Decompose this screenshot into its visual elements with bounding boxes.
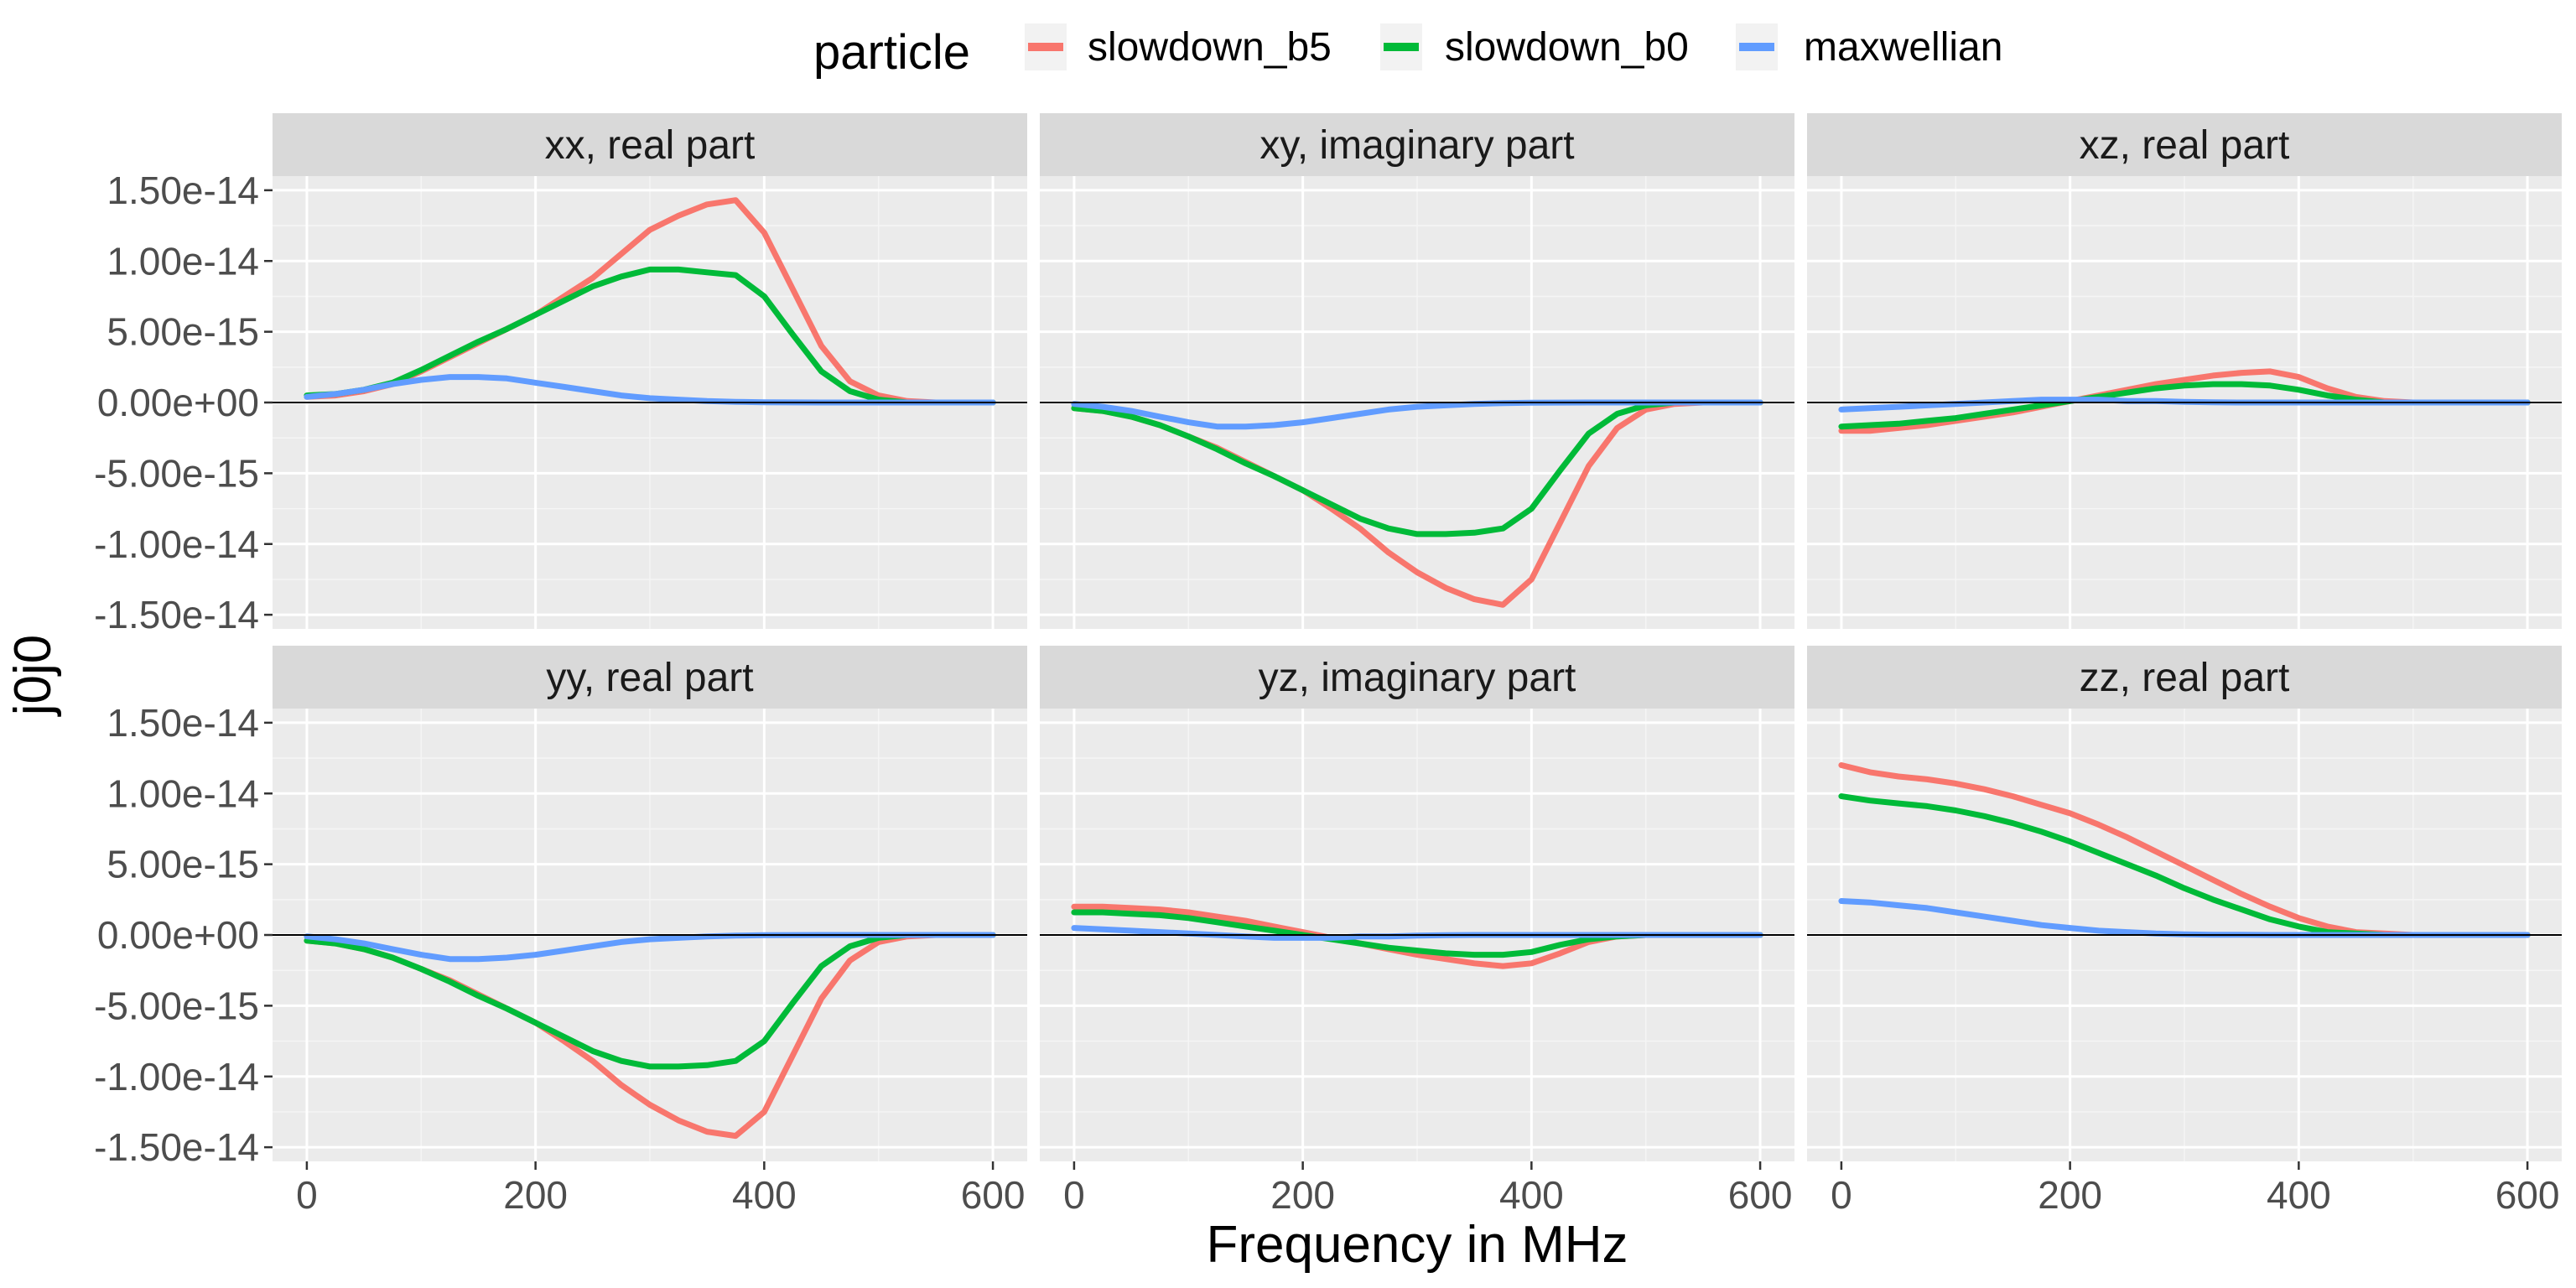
x-tick-label: 0 (1831, 1173, 1852, 1217)
facet-strip-label: xy, imaginary part (1259, 123, 1574, 168)
legend-entry-maxwellian: maxwellian (1736, 23, 2002, 70)
legend-label-slowdown-b5: slowdown_b5 (1088, 25, 1332, 70)
x-tick-label: 400 (1499, 1173, 1564, 1217)
x-tick-label: 0 (1063, 1173, 1085, 1217)
y-tick-label: -5.00e-15 (94, 451, 259, 495)
x-tick-label: 600 (961, 1173, 1026, 1217)
facet-strip (1807, 646, 2562, 709)
facet-strip (273, 113, 1027, 176)
y-tick-label: 0.00e+00 (97, 381, 259, 424)
y-tick-label: -1.50e-14 (94, 593, 259, 636)
y-tick-label: 0.00e+00 (97, 913, 259, 957)
facet-strip-label: yy, real part (546, 656, 753, 700)
x-tick-label: 600 (2496, 1173, 2560, 1217)
x-tick-label: 200 (1270, 1173, 1335, 1217)
x-tick-label: 200 (2038, 1173, 2102, 1217)
x-tick-label: 600 (1728, 1173, 1793, 1217)
facet-strip (273, 646, 1027, 709)
facet-strip (1040, 646, 1794, 709)
legend-entry-slowdown-b0: slowdown_b0 (1380, 23, 1689, 70)
x-tick-label: 200 (503, 1173, 568, 1217)
facet-strip-label: xz, real part (2080, 123, 2290, 168)
legend-title: particle (813, 25, 970, 80)
x-axis-title: Frequency in MHz (1206, 1216, 1628, 1274)
legend-label-slowdown-b0: slowdown_b0 (1445, 25, 1689, 70)
facet-panel: yz, imaginary part (1040, 646, 1794, 1161)
x-tick-label: 400 (732, 1173, 797, 1217)
legend: particle slowdown_b5 slowdown_b0 maxwell… (813, 23, 2002, 80)
x-axis-tick-labels: 0 200 400 600 0 200 400 600 0 200 400 600 (296, 1161, 2559, 1217)
facet-panel: yy, real part (273, 646, 1027, 1161)
facet-strip-label: xx, real part (545, 123, 756, 168)
y-tick-label: -1.00e-14 (94, 522, 259, 566)
x-tick-label: 0 (296, 1173, 318, 1217)
facet-panel: xz, real part (1807, 113, 2562, 629)
facet-panels: xx, real part xy, imaginary part xz, real … (273, 113, 2562, 1161)
y-tick-label: 1.00e-14 (106, 771, 259, 815)
x-tick-label: 400 (2267, 1173, 2331, 1217)
y-tick-label: 1.50e-14 (106, 169, 259, 212)
y-tick-label: -1.00e-14 (94, 1055, 259, 1098)
y-tick-label: 1.00e-14 (106, 239, 259, 283)
y-tick-label: 1.50e-14 (106, 701, 259, 745)
y-tick-label: 5.00e-15 (106, 843, 259, 886)
facet-panel: xx, real part (273, 113, 1027, 629)
y-tick-label: -1.50e-14 (94, 1125, 259, 1169)
facet-panel: zz, real part (1807, 646, 2562, 1161)
facet-strip-label: yz, imaginary part (1259, 656, 1576, 700)
y-tick-label: -5.00e-15 (94, 984, 259, 1027)
facet-strip (1807, 113, 2562, 176)
y-axis-tick-labels: 1.50e-14 1.00e-14 5.00e-15 0.00e+00 -5.00e-1… (94, 169, 273, 1169)
legend-label-maxwellian: maxwellian (1804, 25, 2002, 70)
y-axis-title: j0j0 (4, 635, 62, 718)
facet-strip-label: zz, real part (2080, 656, 2290, 700)
legend-entry-slowdown-b5: slowdown_b5 (1025, 23, 1332, 70)
facet-panel: xy, imaginary part (1040, 113, 1794, 629)
facet-strip (1040, 113, 1794, 176)
y-tick-label: 5.00e-15 (106, 310, 259, 354)
